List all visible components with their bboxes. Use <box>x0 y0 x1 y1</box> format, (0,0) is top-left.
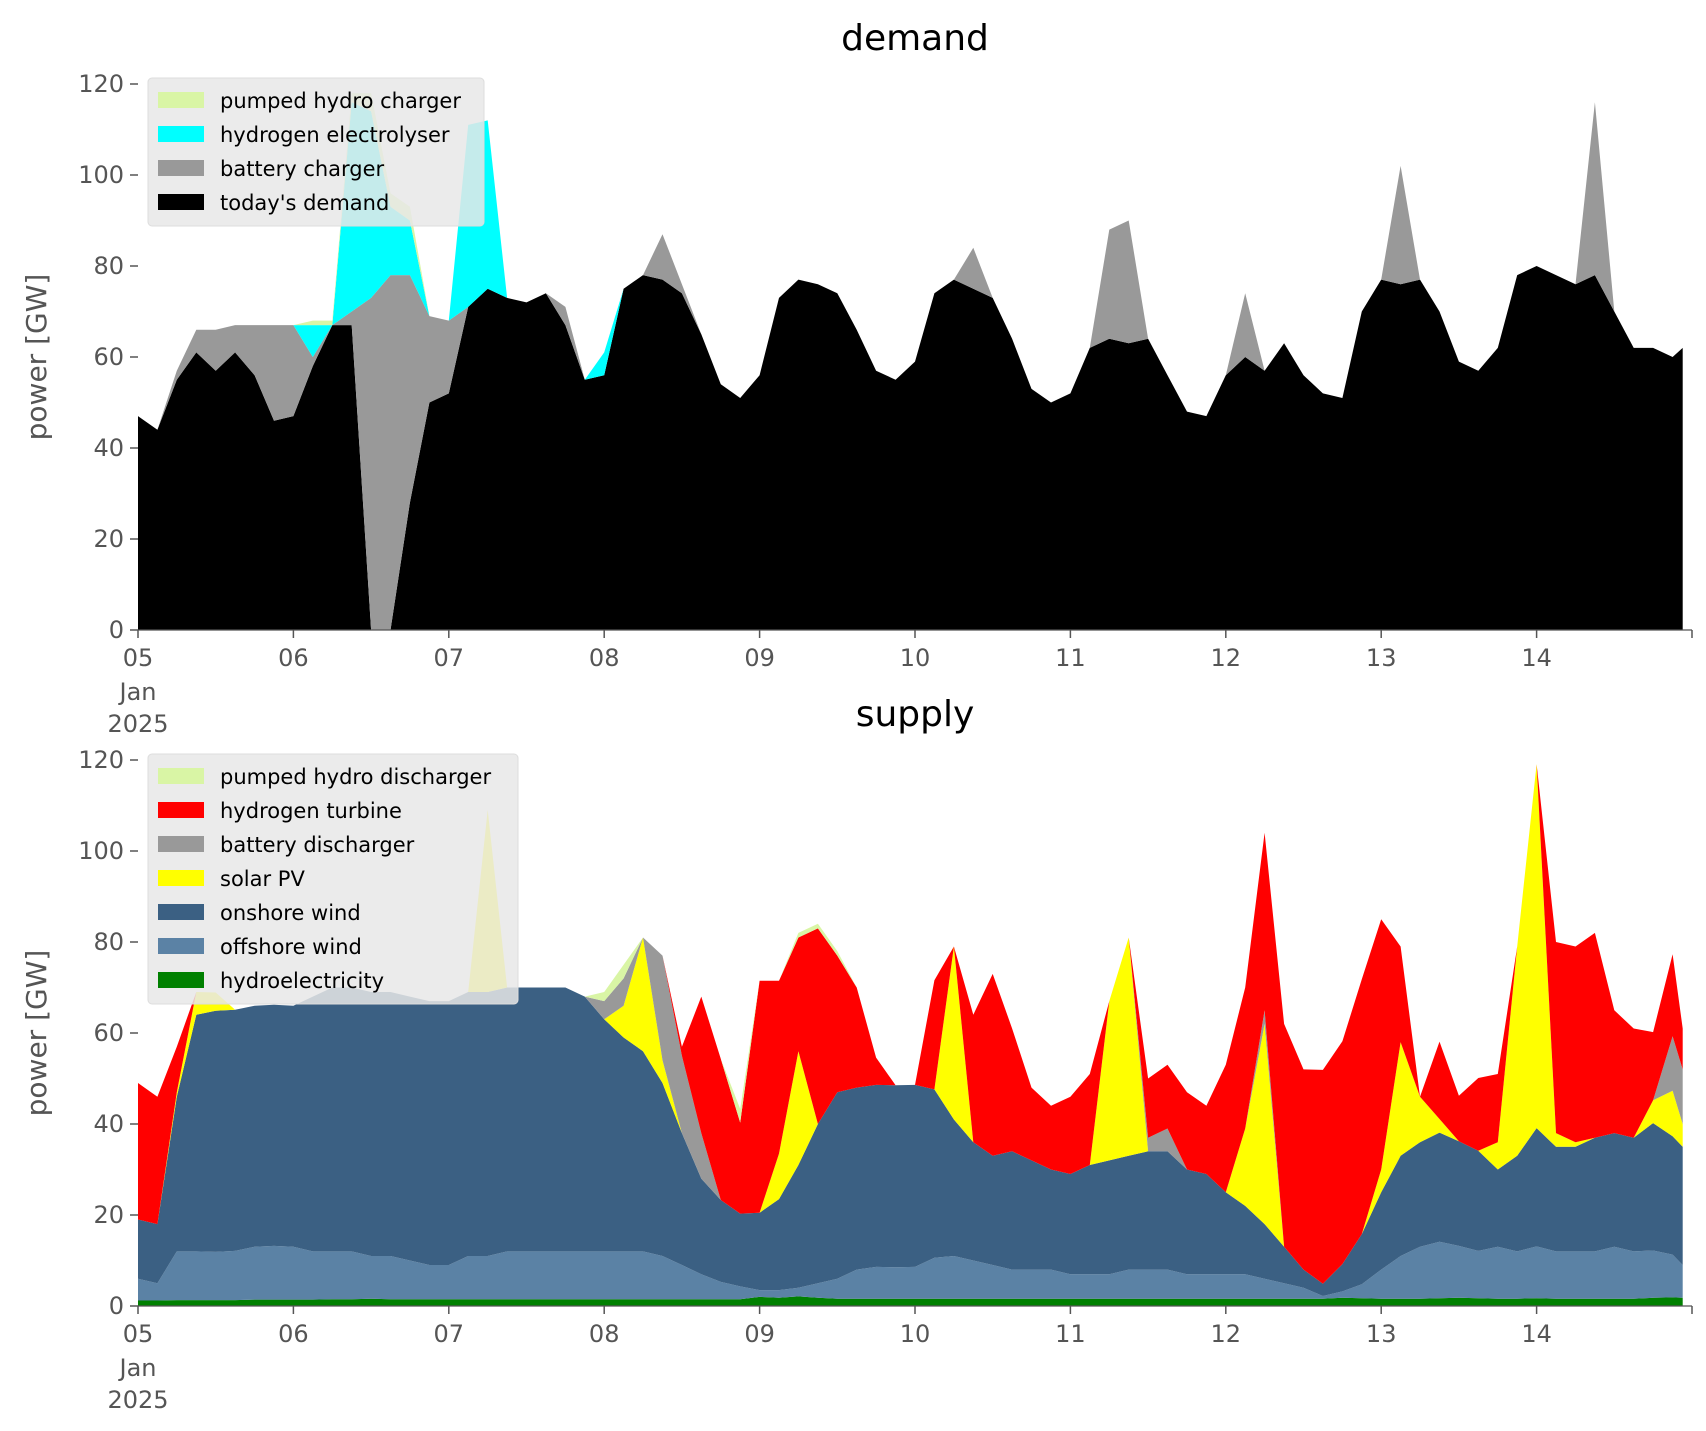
x-tick-sublabel: 2025 <box>107 710 168 738</box>
legend-swatch <box>158 972 204 988</box>
y-tick-label: 20 <box>93 1201 124 1229</box>
x-tick-label: 11 <box>1055 1320 1086 1348</box>
x-tick-label: 06 <box>278 1320 309 1348</box>
legend-entry: hydrogen turbine <box>220 799 402 823</box>
stacked-areas <box>138 764 1683 1306</box>
demand-chart: demand 0 20 40 60 80 100 120 power [GW] 05 06 07 08 0… <box>20 18 1693 738</box>
legend-swatch <box>158 904 204 920</box>
stacked-areas <box>138 93 1683 630</box>
x-tick-label: 13 <box>1366 644 1397 672</box>
legend-swatch <box>158 92 204 108</box>
x-tick-label: 08 <box>589 644 620 672</box>
series-area-hydroelectricity <box>138 1296 1683 1306</box>
x-tick-sublabel: Jan <box>118 1354 157 1382</box>
y-tick-label: 80 <box>93 928 124 956</box>
legend-entry: onshore wind <box>220 901 361 925</box>
x-tick-label: 07 <box>434 1320 465 1348</box>
series-area-offshore-wind <box>138 1241 1683 1301</box>
x-tick-label: 05 <box>123 1320 154 1348</box>
legend-swatch <box>158 194 204 210</box>
x-tick-label: 05 <box>123 644 154 672</box>
legend-swatch <box>158 126 204 142</box>
legend-entry: hydroelectricity <box>220 969 384 993</box>
legend-entry: battery charger <box>220 157 385 181</box>
legend-entry: pumped hydro charger <box>220 89 461 113</box>
legend: pumped hydro charger hydrogen electrolyse… <box>147 77 485 227</box>
x-tick-label: 12 <box>1211 1320 1242 1348</box>
y-axis-label: power [GW] <box>20 950 53 1117</box>
legend-entry: pumped hydro discharger <box>220 765 491 789</box>
legend-swatch <box>158 938 204 954</box>
chart-title: demand <box>841 18 989 59</box>
legend-box <box>147 77 485 227</box>
y-axis-label: power [GW] <box>20 274 53 441</box>
y-tick-label: 40 <box>93 434 124 462</box>
legend: pumped hydro discharger hydrogen turbine b… <box>147 753 519 1005</box>
x-tick-sublabel: 2025 <box>107 1386 168 1414</box>
x-tick-label: 11 <box>1055 644 1086 672</box>
legend-swatch <box>158 802 204 818</box>
y-tick-label: 100 <box>78 837 124 865</box>
y-tick-label: 20 <box>93 525 124 553</box>
x-tick-sublabel: Jan <box>118 678 157 706</box>
legend-entry: hydrogen electrolyser <box>220 123 450 147</box>
legend-box <box>147 753 519 1005</box>
y-tick-label: 40 <box>93 1110 124 1138</box>
y-tick-label: 60 <box>93 1019 124 1047</box>
y-tick-label: 0 <box>109 1292 124 1320</box>
supply-chart: supply 0 20 40 60 80 100 120 power [GW] 05 06 07 08 0… <box>20 694 1693 1414</box>
legend-entry: solar PV <box>220 867 305 891</box>
y-tick-label: 60 <box>93 343 124 371</box>
series-area-hydrogen-turbine <box>138 764 1683 1284</box>
series-area-battery-charger <box>138 102 1683 630</box>
x-tick-label: 14 <box>1521 1320 1552 1348</box>
legend-entry: battery discharger <box>220 833 415 857</box>
chart-title: supply <box>856 694 975 735</box>
y-tick-label: 120 <box>78 70 124 98</box>
legend-swatch <box>158 768 204 784</box>
x-tick-label: 09 <box>744 1320 775 1348</box>
x-tick-label: 06 <box>278 644 309 672</box>
legend-swatch <box>158 870 204 886</box>
y-tick-label: 100 <box>78 161 124 189</box>
legend-swatch <box>158 836 204 852</box>
x-tick-label: 09 <box>744 644 775 672</box>
x-tick-label: 10 <box>900 1320 931 1348</box>
legend-entry: offshore wind <box>220 935 362 959</box>
x-tick-label: 14 <box>1521 644 1552 672</box>
y-tick-label: 80 <box>93 252 124 280</box>
x-tick-label: 12 <box>1211 644 1242 672</box>
y-tick-label: 0 <box>109 616 124 644</box>
x-tick-label: 10 <box>900 644 931 672</box>
x-tick-label: 13 <box>1366 1320 1397 1348</box>
x-tick-label: 07 <box>434 644 465 672</box>
y-tick-label: 120 <box>78 746 124 774</box>
x-tick-label: 08 <box>589 1320 620 1348</box>
legend-swatch <box>158 160 204 176</box>
series-area-onshore-wind <box>138 987 1683 1296</box>
series-area-today-s-demand <box>138 266 1683 630</box>
legend-entry: today's demand <box>220 191 389 215</box>
